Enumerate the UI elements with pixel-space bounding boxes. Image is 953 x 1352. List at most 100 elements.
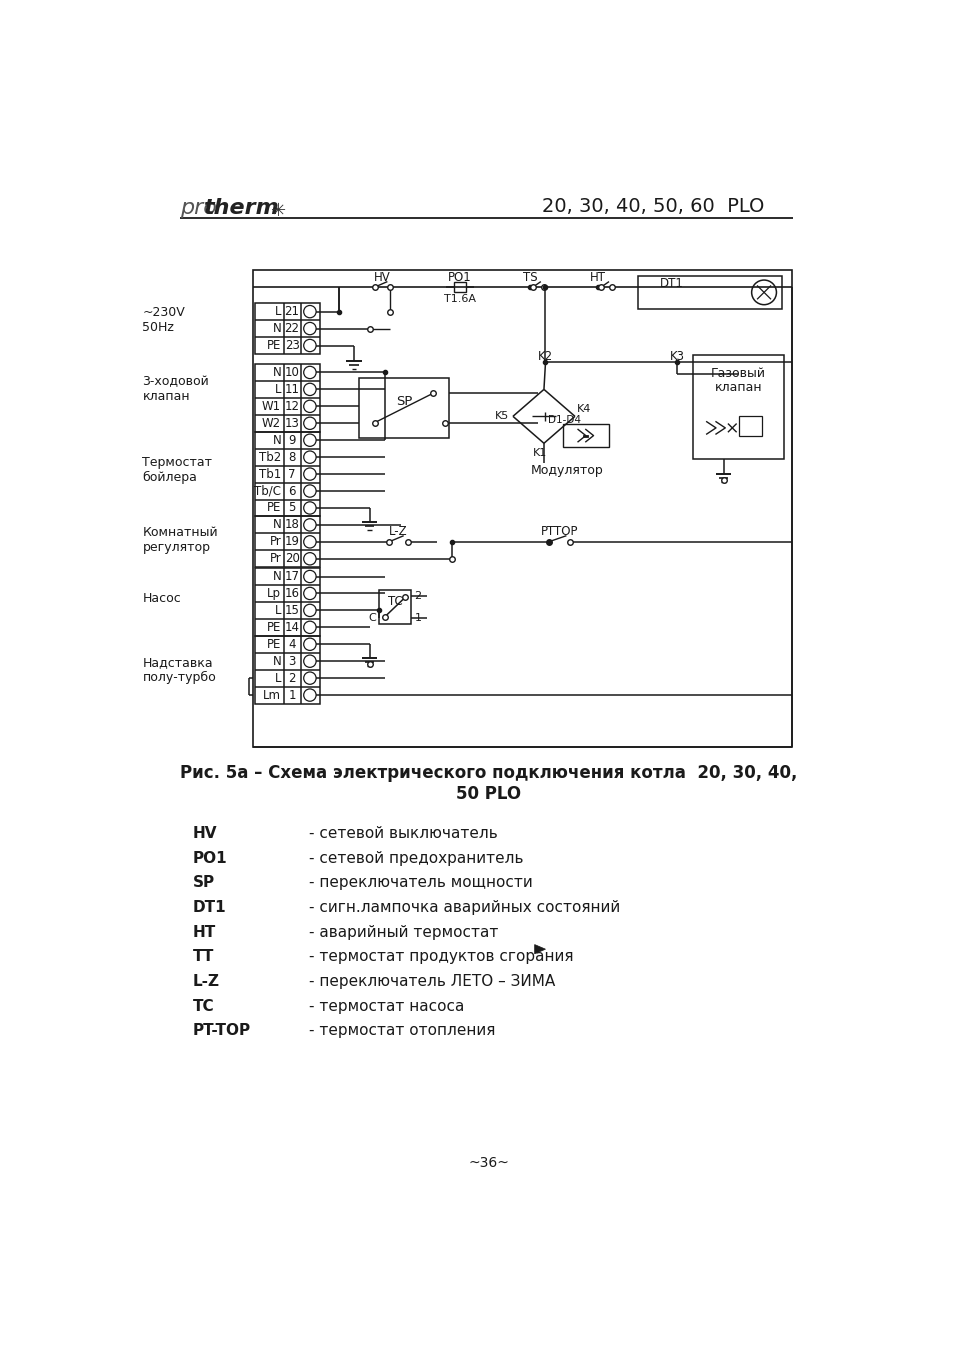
Text: PE: PE <box>267 502 281 515</box>
Text: Насос: Насос <box>142 592 181 606</box>
Text: - переключатель мощности: - переключатель мощности <box>309 876 533 891</box>
Bar <box>254 635 319 703</box>
Text: PE: PE <box>267 621 281 634</box>
Text: HV: HV <box>374 272 391 284</box>
Text: 2: 2 <box>288 672 295 684</box>
Text: N: N <box>273 654 281 668</box>
Text: 11: 11 <box>284 383 299 396</box>
Text: - термостат отопления: - термостат отопления <box>309 1023 495 1038</box>
Bar <box>739 416 761 435</box>
Text: Газовый: Газовый <box>710 368 765 380</box>
Text: PTTOP: PTTOP <box>540 525 578 538</box>
Circle shape <box>303 339 315 352</box>
Text: - сигн.лампочка аварийных состояний: - сигн.лампочка аварийных состояний <box>309 900 619 915</box>
Text: Lp: Lp <box>267 587 281 600</box>
Circle shape <box>303 400 315 412</box>
Text: 6: 6 <box>288 484 295 498</box>
Text: DT1: DT1 <box>193 900 226 915</box>
Text: ~230V
50Hz: ~230V 50Hz <box>142 306 185 334</box>
Text: Рис. 5а – Схема электрического подключения котла  20, 30, 40,: Рис. 5а – Схема электрического подключен… <box>180 764 797 781</box>
Bar <box>562 425 608 448</box>
Text: W2: W2 <box>262 416 281 430</box>
Text: Pr: Pr <box>269 552 281 565</box>
Text: Lm: Lm <box>263 688 281 702</box>
Text: 20, 30, 40, 50, 60  PLO: 20, 30, 40, 50, 60 PLO <box>541 196 763 215</box>
Text: PO1: PO1 <box>193 850 227 865</box>
Text: 12: 12 <box>284 400 299 412</box>
Text: 1: 1 <box>415 612 421 623</box>
Text: L: L <box>274 604 281 617</box>
Text: Термостат
бойлера: Термостат бойлера <box>142 456 213 484</box>
Bar <box>253 270 791 748</box>
Bar <box>254 516 319 568</box>
Bar <box>638 276 781 308</box>
Text: 1: 1 <box>288 688 295 702</box>
Circle shape <box>303 306 315 318</box>
Bar <box>378 589 411 625</box>
Text: Комнатный
регулятор: Комнатный регулятор <box>142 526 218 553</box>
Text: 20: 20 <box>284 552 299 565</box>
Circle shape <box>303 519 315 531</box>
Bar <box>254 568 319 635</box>
Text: Tb/C: Tb/C <box>253 484 281 498</box>
Text: HT: HT <box>193 925 216 940</box>
Text: K4: K4 <box>577 404 591 414</box>
Text: N: N <box>273 518 281 531</box>
Text: 9: 9 <box>288 434 295 446</box>
Text: L: L <box>274 672 281 684</box>
Text: T1.6A: T1.6A <box>444 295 476 304</box>
Text: L: L <box>274 383 281 396</box>
Bar <box>692 354 783 458</box>
Text: D1-D4: D1-D4 <box>547 415 580 425</box>
Polygon shape <box>534 945 545 953</box>
Text: therm: therm <box>203 199 278 219</box>
Circle shape <box>303 535 315 548</box>
Circle shape <box>303 434 315 446</box>
Text: TC: TC <box>387 595 402 607</box>
Text: - термостат насоса: - термостат насоса <box>309 999 464 1014</box>
Text: HV: HV <box>193 826 217 841</box>
Circle shape <box>303 638 315 650</box>
Text: L: L <box>274 306 281 318</box>
Text: TS: TS <box>522 272 537 284</box>
Circle shape <box>303 690 315 702</box>
Text: L-Z: L-Z <box>389 525 407 538</box>
Text: Модулятор: Модулятор <box>530 464 603 477</box>
Circle shape <box>303 418 315 430</box>
Text: 50 PLO: 50 PLO <box>456 784 521 803</box>
Text: - термостат продуктов сгорания: - термостат продуктов сгорания <box>309 949 573 964</box>
Circle shape <box>303 502 315 514</box>
Text: pro: pro <box>179 199 216 219</box>
Text: C: C <box>368 612 375 623</box>
Text: 21: 21 <box>284 306 299 318</box>
Circle shape <box>303 654 315 668</box>
Text: N: N <box>273 434 281 446</box>
Text: K2: K2 <box>537 350 553 362</box>
Text: - аварийный термостат: - аварийный термостат <box>309 925 498 940</box>
Text: - сетевой выключатель: - сетевой выключатель <box>309 826 497 841</box>
Text: клапан: клапан <box>714 380 761 393</box>
Circle shape <box>303 553 315 565</box>
Bar <box>254 431 319 516</box>
Text: 10: 10 <box>284 366 299 379</box>
Text: Tb1: Tb1 <box>258 468 281 480</box>
Text: Pr: Pr <box>269 535 281 549</box>
Text: SP: SP <box>193 876 214 891</box>
Circle shape <box>303 366 315 379</box>
Bar <box>254 364 319 431</box>
Bar <box>454 283 466 292</box>
Text: 15: 15 <box>284 604 299 617</box>
Circle shape <box>303 587 315 599</box>
Circle shape <box>303 452 315 464</box>
Text: - сетевой предохранитель: - сетевой предохранитель <box>309 850 523 865</box>
Circle shape <box>303 383 315 396</box>
Text: 8: 8 <box>288 450 295 464</box>
Circle shape <box>303 672 315 684</box>
Text: TT: TT <box>193 949 214 964</box>
Text: PE: PE <box>267 638 281 650</box>
Text: 3: 3 <box>288 654 295 668</box>
Text: Tb2: Tb2 <box>258 450 281 464</box>
Text: 17: 17 <box>284 571 299 583</box>
Text: 2: 2 <box>415 591 421 600</box>
Text: - переключатель ЛЕТО – ЗИМА: - переключатель ЛЕТО – ЗИМА <box>309 973 555 990</box>
